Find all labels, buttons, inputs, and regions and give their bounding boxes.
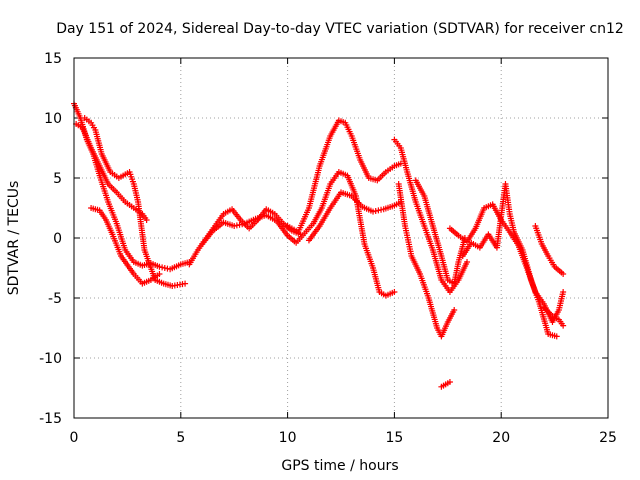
y-tick-label: 15 bbox=[44, 51, 62, 67]
series-track-g bbox=[284, 117, 404, 235]
series-track-p bbox=[540, 304, 567, 329]
x-tick-label: 15 bbox=[385, 430, 403, 446]
data-point bbox=[182, 280, 189, 287]
series-track-n bbox=[459, 181, 560, 340]
y-axis-label: SDTVAR / TECUs bbox=[6, 181, 22, 296]
data-point bbox=[553, 333, 560, 340]
y-tick-label: -5 bbox=[48, 291, 62, 307]
data-point bbox=[143, 217, 150, 223]
data-point bbox=[560, 322, 567, 329]
x-tick-label: 20 bbox=[492, 430, 510, 446]
y-tick-label: -10 bbox=[39, 351, 62, 367]
series-track-i bbox=[391, 136, 471, 295]
plot-frame bbox=[73, 57, 609, 419]
x-tick-label: 5 bbox=[176, 430, 185, 446]
data-point bbox=[464, 259, 471, 265]
series-track-d bbox=[88, 205, 163, 287]
series-track-c bbox=[81, 115, 189, 289]
series-track-a bbox=[71, 100, 193, 273]
x-tick-label: 25 bbox=[599, 430, 617, 446]
x-tick-label: 0 bbox=[70, 430, 79, 446]
data-point bbox=[560, 271, 567, 277]
data-point bbox=[560, 289, 567, 295]
data-points bbox=[71, 100, 567, 390]
series-track-j bbox=[395, 181, 458, 340]
chart-title: Day 151 of 2024, Sidereal Day-to-day VTE… bbox=[56, 21, 624, 37]
x-tick-label: 10 bbox=[279, 430, 297, 446]
data-point bbox=[446, 379, 453, 385]
grid bbox=[74, 58, 608, 418]
y-tick-label: -15 bbox=[39, 411, 62, 427]
series-track-h bbox=[305, 189, 404, 244]
axis-ticks: 0 5 10 15 20 25 15 10 5 0 -5 -10 -15 bbox=[39, 51, 617, 446]
series-track-k bbox=[412, 177, 468, 287]
data-point bbox=[391, 289, 398, 295]
x-axis-label: GPS time / hours bbox=[281, 458, 398, 474]
data-point bbox=[451, 307, 458, 313]
y-tick-label: 5 bbox=[53, 171, 62, 187]
y-tick-label: 0 bbox=[53, 231, 62, 247]
series-track-l bbox=[438, 379, 453, 390]
data-point bbox=[156, 271, 163, 277]
series-track-b bbox=[73, 121, 150, 223]
y-tick-label: 10 bbox=[44, 111, 62, 127]
series-track-o bbox=[532, 223, 567, 277]
